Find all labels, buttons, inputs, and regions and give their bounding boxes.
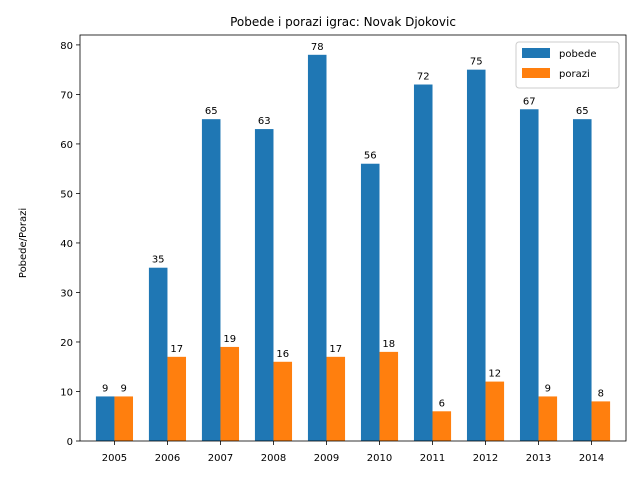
bar-label-pobede-2009: 78 bbox=[311, 42, 324, 53]
x-tick-label-2007: 2007 bbox=[208, 453, 233, 464]
bar-label-porazi-2011: 6 bbox=[439, 398, 445, 409]
x-tick-label-2009: 2009 bbox=[314, 453, 339, 464]
bar-porazi-2009 bbox=[326, 356, 346, 441]
bar-label-porazi-2014: 8 bbox=[598, 388, 604, 399]
bar-label-pobede-2012: 75 bbox=[470, 57, 483, 68]
y-axis-label: Pobede/Porazi bbox=[18, 208, 29, 278]
bar-porazi-2012 bbox=[485, 381, 505, 441]
x-tick-label-2012: 2012 bbox=[473, 453, 498, 464]
bar-label-porazi-2005: 9 bbox=[121, 383, 127, 394]
y-tick-label-10: 10 bbox=[60, 387, 73, 398]
x-tick-label-2010: 2010 bbox=[367, 453, 392, 464]
bar-label-porazi-2006: 17 bbox=[170, 344, 183, 355]
bar-label-pobede-2005: 9 bbox=[102, 383, 108, 394]
bar-porazi-2008 bbox=[273, 361, 293, 441]
bar-porazi-2006 bbox=[167, 356, 187, 441]
x-tick-label-2005: 2005 bbox=[102, 453, 127, 464]
bars-group bbox=[95, 54, 611, 442]
bar-label-pobede-2011: 72 bbox=[417, 72, 430, 83]
y-tick-label-40: 40 bbox=[60, 239, 73, 250]
legend-label-pobede: pobede bbox=[559, 49, 596, 60]
y-tick-label-70: 70 bbox=[60, 90, 73, 101]
bar-label-porazi-2012: 12 bbox=[488, 369, 501, 380]
bar-label-porazi-2010: 18 bbox=[382, 339, 395, 350]
bar-porazi-2007 bbox=[220, 346, 240, 441]
y-tick-label-20: 20 bbox=[60, 338, 73, 349]
legend: pobede porazi bbox=[515, 41, 620, 89]
legend-label-porazi: porazi bbox=[559, 69, 590, 80]
bar-porazi-2005 bbox=[114, 396, 134, 441]
x-tick-label-2011: 2011 bbox=[420, 453, 445, 464]
bar-porazi-2014 bbox=[591, 401, 611, 441]
bar-pobede-2011 bbox=[413, 84, 433, 441]
bar-pobede-2012 bbox=[466, 69, 486, 441]
bar-pobede-2005 bbox=[95, 396, 115, 441]
y-tick-label-30: 30 bbox=[60, 288, 73, 299]
bar-label-porazi-2007: 19 bbox=[223, 334, 236, 345]
bar-label-porazi-2009: 17 bbox=[329, 344, 342, 355]
plot-frame bbox=[79, 34, 627, 442]
bar-label-porazi-2008: 16 bbox=[276, 349, 289, 360]
axes-group: 2005 2006 2007 2008 2009 2010 2011 2012 2013 2014… bbox=[60, 34, 627, 464]
legend-swatch-pobede bbox=[522, 48, 550, 58]
y-tick-label-0: 0 bbox=[67, 437, 73, 448]
bar-pobede-2007 bbox=[201, 119, 221, 442]
bar-porazi-2010 bbox=[379, 351, 399, 441]
chart-title: Pobede i porazi igrac: Novak Djokovic bbox=[230, 15, 456, 29]
bar-pobede-2006 bbox=[148, 267, 168, 441]
bar-pobede-2008 bbox=[254, 129, 274, 441]
y-tick-label-60: 60 bbox=[60, 140, 73, 151]
x-tick-label-2006: 2006 bbox=[155, 453, 180, 464]
bar-porazi-2011 bbox=[432, 411, 452, 441]
legend-swatch-porazi bbox=[522, 68, 550, 78]
x-tick-label-2008: 2008 bbox=[261, 453, 286, 464]
bar-label-pobede-2013: 67 bbox=[523, 96, 536, 107]
y-tick-label-80: 80 bbox=[60, 41, 73, 52]
bar-label-pobede-2008: 63 bbox=[258, 116, 271, 127]
bar-porazi-2013 bbox=[538, 396, 558, 441]
bar-label-pobede-2006: 35 bbox=[152, 255, 165, 266]
bar-pobede-2009 bbox=[307, 54, 327, 442]
bar-label-pobede-2010: 56 bbox=[364, 151, 377, 162]
bar-label-pobede-2014: 65 bbox=[576, 106, 589, 117]
x-tick-label-2014: 2014 bbox=[579, 453, 604, 464]
x-tick-label-2013: 2013 bbox=[526, 453, 551, 464]
bar-pobede-2014 bbox=[572, 119, 592, 442]
y-tick-label-50: 50 bbox=[60, 189, 73, 200]
bar-label-porazi-2013: 9 bbox=[545, 383, 551, 394]
bar-pobede-2010 bbox=[360, 163, 380, 442]
bar-label-pobede-2007: 65 bbox=[205, 106, 218, 117]
bar-labels-group: 9 9 35 17 65 19 63 16 78 17 56 18 72 6 75 12 67 9 65 8 bbox=[102, 42, 604, 409]
bar-pobede-2013 bbox=[519, 109, 539, 441]
